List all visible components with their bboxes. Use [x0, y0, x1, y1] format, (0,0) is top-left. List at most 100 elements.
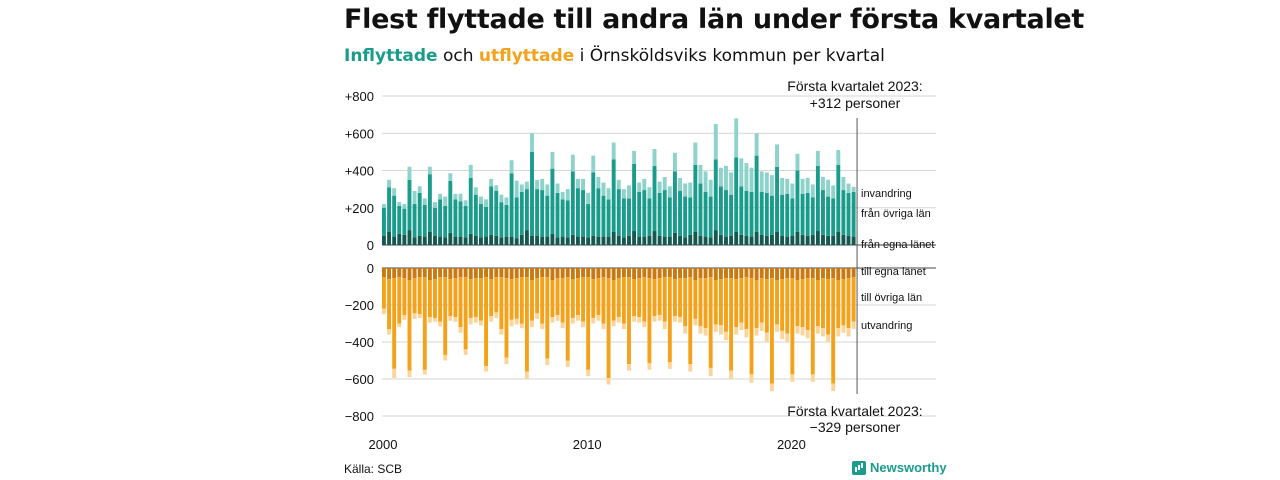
bar-inflow-segment [387, 187, 392, 232]
bar-inflow-segment [616, 179, 621, 190]
bar-outflow-segment [775, 324, 779, 332]
bar-inflow-segment [473, 194, 478, 236]
bar-outflow-segment [616, 317, 621, 323]
bar-inflow-segment [805, 192, 810, 236]
bar-inflow-segment [637, 182, 642, 192]
bar-inflow-segment [387, 231, 392, 245]
bar-inflow-segment [387, 179, 392, 188]
bar-outflow-segment [550, 268, 555, 281]
bar-inflow-segment [427, 166, 432, 175]
bar-inflow-segment [601, 236, 606, 245]
bar-outflow-segment [775, 280, 779, 325]
bar-inflow-segment [780, 235, 785, 245]
bar-inflow-segment [826, 196, 831, 236]
bar-outflow-segment [458, 268, 463, 278]
bar-inflow-segment [550, 168, 555, 234]
bar-inflow-segment [524, 181, 529, 190]
bar-inflow-segment [815, 165, 820, 232]
bar-inflow-segment [764, 172, 769, 193]
bar-outflow-segment [422, 369, 427, 375]
bar-outflow-segment [718, 325, 723, 335]
bar-inflow-segment [570, 234, 575, 245]
bar-outflow-segment [627, 277, 631, 365]
chart-title: Flest flyttade till andra län under förs… [344, 4, 1085, 35]
bar-inflow-segment [672, 171, 677, 233]
bar-outflow-segment [601, 323, 606, 330]
bar-outflow-segment [713, 324, 718, 332]
bar-outflow-segment [621, 277, 626, 324]
bar-inflow-segment [769, 234, 774, 245]
bar-outflow-segment [637, 268, 642, 279]
bar-inflow-segment [458, 193, 463, 202]
bar-inflow-segment [769, 175, 774, 196]
bar-outflow-segment [815, 326, 820, 334]
bar-inflow-segment [621, 237, 626, 245]
bar-inflow-segment [575, 178, 580, 189]
bar-outflow-segment [718, 268, 723, 280]
bar-inflow-segment [739, 234, 744, 245]
bar-inflow-segment [382, 207, 386, 236]
bar-inflow-segment [479, 237, 483, 245]
bar-outflow-segment [479, 320, 483, 326]
bar-outflow-segment [647, 363, 652, 370]
bar-inflow-segment [688, 197, 693, 235]
bar-inflow-segment [627, 235, 631, 245]
bar-outflow-segment [412, 268, 417, 279]
bar-outflow-segment [780, 279, 785, 331]
bar-inflow-segment [427, 231, 432, 245]
bar-inflow-segment [647, 187, 652, 199]
bar-inflow-segment [616, 235, 621, 245]
bar-inflow-segment [836, 231, 841, 245]
bar-inflow-segment [586, 204, 591, 238]
bar-inflow-segment [642, 190, 647, 237]
bar-inflow-segment [412, 204, 417, 238]
bar-inflow-segment [392, 195, 397, 237]
bar-inflow-segment [489, 234, 494, 245]
bar-outflow-segment [479, 268, 483, 279]
bar-inflow-segment [790, 198, 795, 236]
bar-inflow-segment [642, 178, 647, 191]
bar-inflow-segment [611, 142, 616, 160]
bar-inflow-segment [433, 207, 437, 236]
bar-outflow-segment [407, 370, 412, 378]
bar-inflow-segment [678, 190, 682, 236]
bar-outflow-segment [402, 315, 407, 320]
bar-outflow-segment [422, 277, 427, 370]
bar-inflow-segment [417, 192, 422, 236]
bar-inflow-segment [545, 184, 550, 196]
bar-inflow-segment [382, 204, 386, 208]
bar-outflow-segment [759, 268, 764, 279]
bar-outflow-segment [473, 317, 478, 323]
bar-outflow-segment [509, 279, 514, 320]
bar-outflow-segment [611, 320, 616, 327]
bar-inflow-segment [734, 157, 739, 232]
bar-inflow-segment [596, 236, 601, 245]
bar-inflow-segment [479, 196, 483, 205]
bar-outflow-segment [427, 317, 432, 323]
bar-inflow-segment [382, 235, 386, 245]
bar-inflow-segment [734, 231, 739, 245]
bar-outflow-segment [463, 349, 468, 355]
bar-outflow-segment [683, 278, 688, 327]
bar-inflow-segment [652, 165, 657, 232]
bar-inflow-segment [652, 149, 657, 166]
bar-inflow-segment [759, 234, 764, 245]
bar-inflow-segment [575, 188, 580, 237]
bar-inflow-segment [448, 180, 453, 233]
bar-outflow-segment [627, 268, 631, 278]
bar-outflow-segment [453, 278, 458, 318]
bar-inflow-segment [739, 158, 744, 187]
bar-outflow-segment [611, 280, 616, 321]
y-tick-label-top: +800 [345, 89, 374, 104]
bar-outflow-segment [499, 277, 504, 330]
bar-inflow-segment [463, 200, 468, 206]
bar-inflow-segment [688, 182, 693, 198]
bar-outflow-segment [795, 268, 800, 281]
bar-inflow-segment [606, 199, 611, 237]
bar-outflow-segment [775, 268, 779, 281]
bar-outflow-segment [427, 280, 432, 318]
bar-inflow-segment [627, 198, 631, 236]
bar-outflow-segment [392, 278, 397, 369]
bar-outflow-segment [591, 317, 596, 324]
bar-outflow-segment [519, 277, 524, 324]
